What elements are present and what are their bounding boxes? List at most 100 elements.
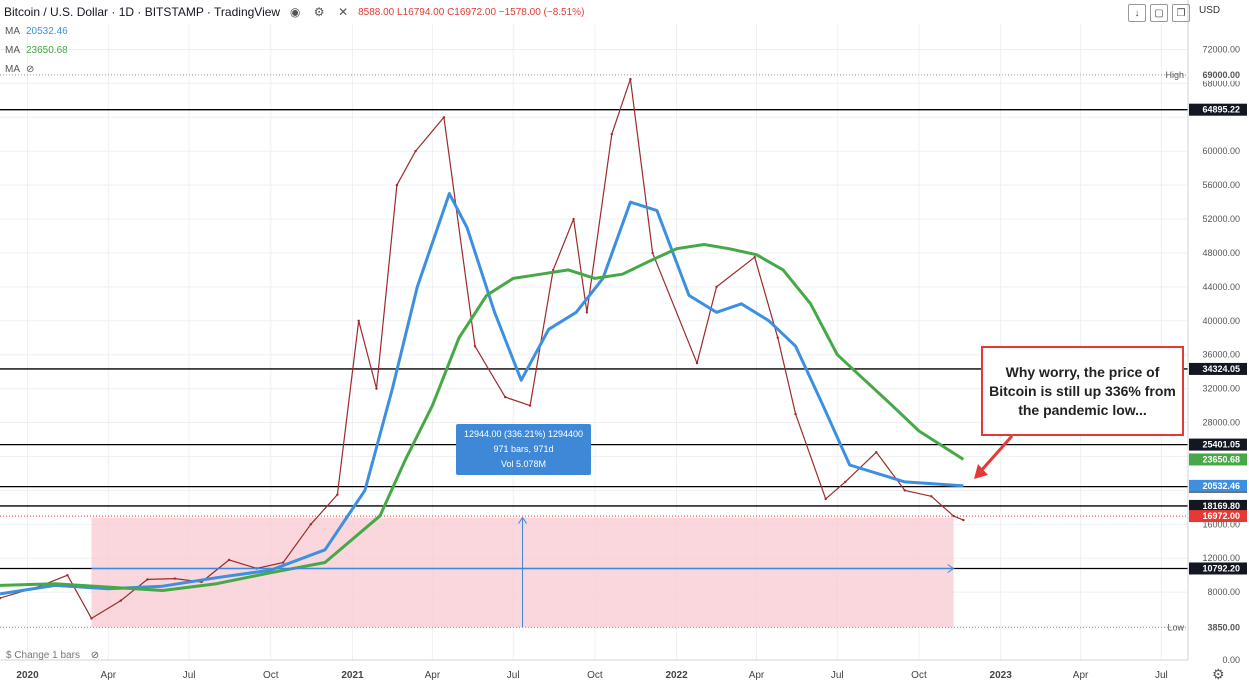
x-tick-label: 2021 (341, 670, 364, 681)
level-price-tag[interactable]: 34324.05 (1202, 364, 1240, 374)
price-point (119, 599, 122, 602)
maximize-icon[interactable]: ▢ (1150, 4, 1168, 22)
measure-bars: 971 bars, 971d (493, 444, 554, 454)
eye-off-icon[interactable]: ⊘ (90, 650, 100, 661)
callout-arrow (978, 435, 1014, 473)
indicator-price-tag[interactable]: 16972.00 (1202, 511, 1240, 521)
change-bars-label[interactable]: $ Change 1 bars ⊘ (6, 650, 99, 661)
measure-arrow-up (518, 516, 527, 524)
indicator-label: MA (5, 26, 20, 37)
price-point (375, 387, 378, 390)
level-price-tag[interactable]: 25401.05 (1202, 440, 1240, 450)
indicator-value: 20532.46 (26, 26, 68, 37)
eye-icon[interactable]: ◉ (289, 5, 301, 19)
indicator-price-tag-bg (1189, 510, 1247, 523)
y-tick-label: 12000.00 (1202, 553, 1240, 563)
symbol-title[interactable]: Bitcoin / U.S. Dollar · 1D · BITSTAMP · … (4, 5, 281, 19)
price-point (585, 311, 589, 314)
settings-icon[interactable]: ⚙ (313, 5, 325, 19)
level-price-tag-bg (1189, 562, 1247, 575)
price-point (357, 319, 360, 322)
price-point (309, 523, 312, 526)
ma-line[interactable] (0, 192, 964, 596)
ma-line[interactable] (0, 243, 965, 592)
y-tick-label: 32000.00 (1202, 384, 1240, 394)
currency-label[interactable]: USD (1199, 5, 1221, 16)
measure-tool-label[interactable]: 12944.00 (336.21%) 1294400 971 bars, 971… (456, 424, 591, 475)
y-tick-label: 72000.00 (1202, 44, 1240, 54)
annotation-callout[interactable]: Why worry, the price of Bitcoin is still… (981, 346, 1184, 436)
indicator-price-tag[interactable]: 23650.68 (1202, 454, 1240, 464)
price-point (473, 345, 477, 348)
y-tick-label: 60000.00 (1202, 146, 1240, 156)
level-price-tag[interactable]: 18169.80 (1202, 501, 1240, 511)
price-point (651, 251, 654, 255)
indicator-ma-hidden[interactable]: MA ⊘ (5, 64, 34, 75)
price-point (66, 574, 69, 577)
indicator-label: MA (5, 64, 20, 75)
y-tick-label: 52000.00 (1202, 214, 1240, 224)
close-icon[interactable]: ✕ (338, 5, 349, 19)
price-point (504, 395, 507, 399)
y-tick-label: 36000.00 (1202, 350, 1240, 360)
measure-volume: Vol 5.078M (500, 459, 547, 469)
indicator-value: 23650.68 (26, 45, 68, 56)
x-tick-label: 2020 (16, 670, 39, 681)
price-point (952, 514, 955, 518)
price-point (528, 404, 532, 407)
time-axis[interactable]: 2020 Apr Jul Oct 2021 Apr Jul Oct 2022 Apr Jul Oct 2… (0, 659, 1188, 681)
price-point (776, 336, 779, 339)
measure-change: 12944.00 (336.21%) 1294400 (463, 429, 584, 439)
level-price-tag[interactable]: 10792.20 (1202, 563, 1240, 573)
price-point (695, 362, 699, 365)
x-tick-label: Oct (263, 670, 279, 681)
indicator-label: MA (5, 45, 20, 56)
price-point (0, 596, 2, 600)
x-tick-label: 2023 (990, 670, 1013, 681)
gear-icon[interactable]: ⚙ (1212, 666, 1225, 682)
extreme-tag-label: High (1165, 70, 1184, 80)
level-price-tag-bg (1189, 103, 1247, 116)
ohlc-readout: 8588.00 L16794.00 C16972.00 −1578.00 (−8… (358, 6, 585, 18)
x-tick-label: Apr (425, 670, 441, 681)
x-tick-label: 2022 (665, 670, 688, 681)
extreme-price-tag[interactable]: 3850.00 (1207, 622, 1240, 632)
eye-off-icon[interactable]: ⊘ (26, 64, 35, 75)
indicator-ma-slow[interactable]: MA 23650.68 (5, 45, 68, 56)
arrow-down-icon[interactable]: ↓ (1128, 4, 1146, 22)
y-tick-label: 28000.00 (1202, 418, 1240, 428)
extreme-price-tag[interactable]: 69000.00 (1202, 70, 1240, 80)
price-axis[interactable]: 0.00 8000.00 12000.00 16000.00 28000.00 32000… (1165, 0, 1249, 688)
price-point (442, 116, 446, 119)
price-point (715, 285, 718, 289)
x-tick-label: Jul (507, 670, 520, 681)
level-price-tag[interactable]: 64895.22 (1202, 105, 1240, 115)
price-point (610, 133, 613, 136)
callout-arrow-head (974, 464, 988, 479)
x-tick-label: Apr (101, 670, 117, 681)
y-tick-label: 68000.00 (1202, 78, 1240, 88)
price-point (962, 518, 965, 522)
price-point (336, 493, 339, 496)
change-bars-text: $ Change 1 bars (6, 650, 80, 661)
indicator-price-tag-bg (1189, 453, 1247, 466)
indicator-ma-fast[interactable]: MA 20532.46 (5, 26, 68, 37)
y-tick-label: 40000.00 (1202, 316, 1240, 326)
price-point (227, 558, 231, 562)
price-point (824, 497, 827, 501)
chart-series (0, 77, 965, 620)
indicator-price-tag-bg (1189, 479, 1247, 492)
x-tick-label: Apr (749, 670, 765, 681)
chart-header: Bitcoin / U.S. Dollar · 1D · BITSTAMP · … (0, 0, 584, 24)
indicator-price-tag[interactable]: 20532.46 (1202, 481, 1240, 491)
x-tick-label: Oct (587, 670, 603, 681)
price-point (173, 577, 177, 580)
restore-icon[interactable]: ❐ (1172, 4, 1190, 22)
callout-text: Why worry, the price of Bitcoin is still… (989, 363, 1176, 418)
price-point (395, 183, 399, 187)
y-tick-label: 16000.00 (1202, 519, 1240, 529)
extreme-price-tag-bg (1189, 68, 1247, 81)
price-point (414, 150, 417, 153)
x-tick-label: Jul (1155, 670, 1168, 681)
